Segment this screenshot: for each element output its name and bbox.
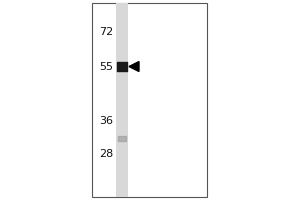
Text: 36: 36 — [99, 116, 113, 126]
Bar — [92, 3, 207, 197]
Text: 72: 72 — [99, 27, 113, 37]
Text: 28: 28 — [99, 149, 113, 159]
Polygon shape — [129, 62, 139, 72]
Bar — [116, 3, 128, 197]
Text: 55: 55 — [99, 62, 113, 72]
